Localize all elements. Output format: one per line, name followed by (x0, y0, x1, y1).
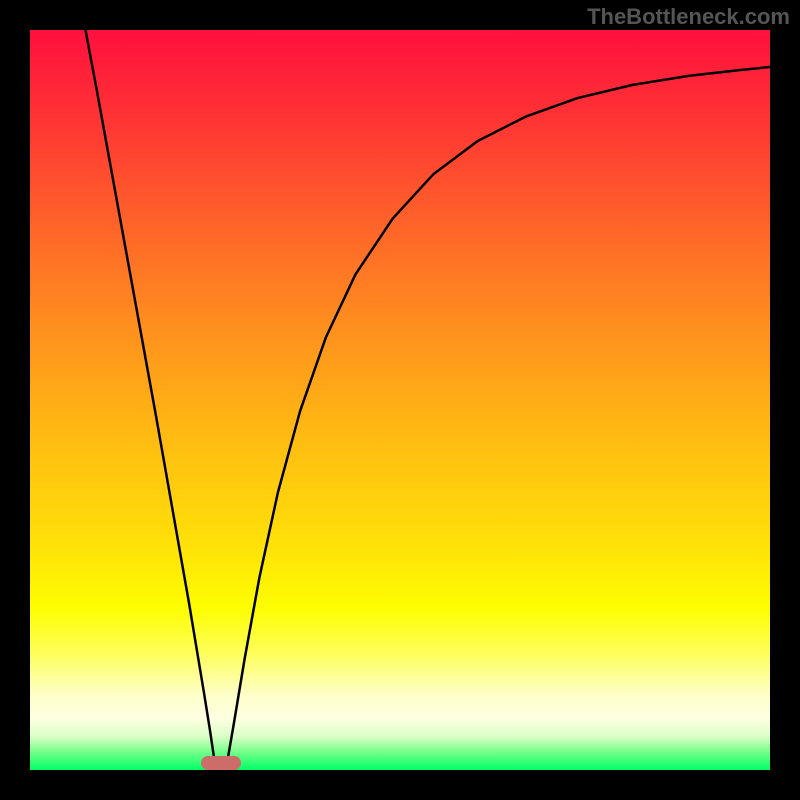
curve-path (86, 30, 771, 770)
watermark-text: TheBottleneck.com (587, 4, 790, 30)
optimum-marker (201, 756, 242, 770)
bottleneck-curve (30, 30, 770, 770)
chart-container: TheBottleneck.com (0, 0, 800, 800)
